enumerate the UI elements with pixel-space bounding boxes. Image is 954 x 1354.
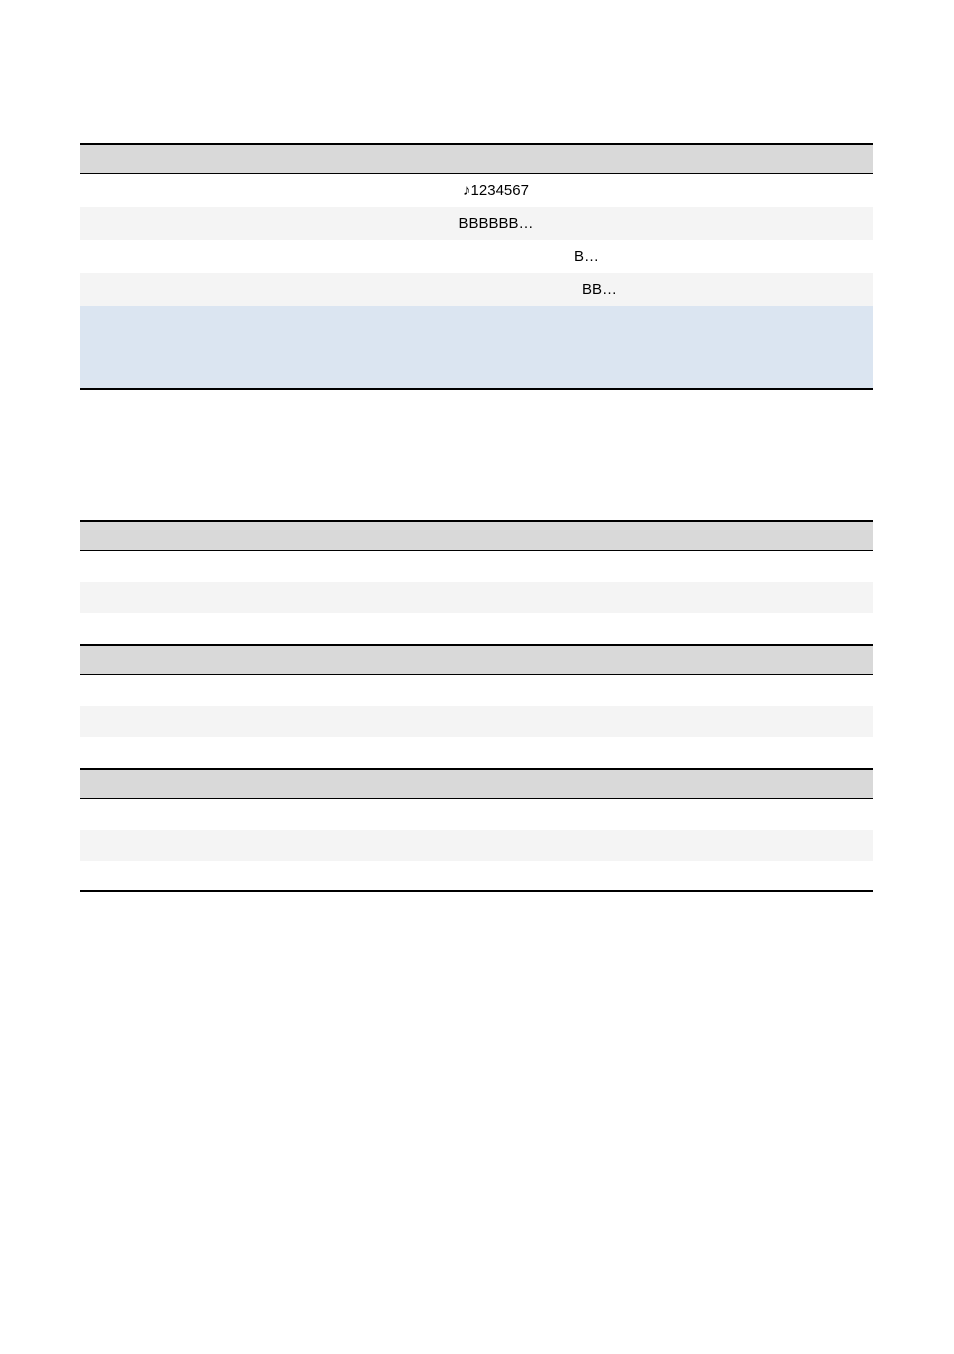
cell-value [80, 592, 88, 604]
cell-value [80, 809, 88, 821]
table-2-section-header [80, 768, 873, 799]
highlight-cell [80, 341, 88, 353]
header-cell [80, 778, 88, 790]
table-1-header [80, 143, 873, 174]
table-row [80, 613, 873, 644]
cell-value [80, 623, 88, 635]
table-row [80, 830, 873, 861]
table-2-section-header [80, 520, 873, 551]
cell-value [80, 870, 88, 882]
cell-value [80, 840, 88, 852]
table-row: BBBBBB… [80, 207, 873, 240]
table-row [80, 582, 873, 613]
header-cell [80, 654, 88, 666]
cell-value [80, 747, 88, 759]
cell-value [80, 561, 88, 573]
cell-value: B… [570, 242, 660, 271]
table-row: ♪1234567 [80, 174, 873, 207]
table-2 [80, 520, 873, 892]
header-cell [80, 530, 88, 542]
table-row [80, 737, 873, 768]
table-1-highlight-row [80, 306, 873, 390]
table-2-section-header [80, 644, 873, 675]
table-row [80, 861, 873, 892]
cell-value [80, 685, 88, 697]
table-row: B… [80, 240, 873, 273]
table-row [80, 551, 873, 582]
table-1: ♪1234567 BBBBBB… B… BB… [80, 143, 873, 390]
cell-value: ♪1234567 [451, 176, 541, 205]
table-row [80, 799, 873, 830]
table-row: BB… [80, 273, 873, 306]
table-row [80, 706, 873, 737]
cell-value [80, 716, 88, 728]
cell-value: BB… [578, 275, 668, 304]
table-row [80, 675, 873, 706]
cell-value: BBBBBB… [451, 209, 541, 238]
header-cell [80, 153, 88, 165]
